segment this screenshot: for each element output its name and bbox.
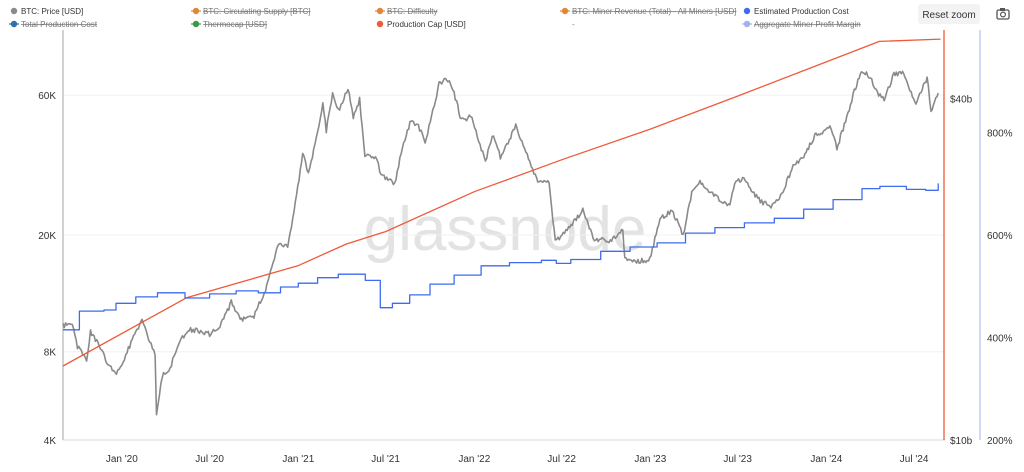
axis-labels: 4K 8K 20K 60K $10b $40b 200% 400% 600% 800% Jan '2… xyxy=(38,91,1012,465)
y-left-tick-label: 4K xyxy=(44,436,57,447)
camera-icon[interactable] xyxy=(996,8,1010,20)
y-left-tick-label: 8K xyxy=(44,348,57,359)
legend-item[interactable]: BTC: Price [USD] xyxy=(10,7,83,16)
legend-dot-marker xyxy=(10,7,18,15)
legend-item[interactable]: Thermocap [USD] xyxy=(191,20,267,29)
legend-label: Production Cap [USD] xyxy=(387,20,466,29)
x-tick-label: Jul '24 xyxy=(900,454,929,465)
legend-label: - xyxy=(572,20,575,29)
legend-item[interactable]: BTC: Difficulty xyxy=(375,7,438,16)
x-tick-label: Jul '23 xyxy=(723,454,752,465)
y-margin-tick-label: 800% xyxy=(987,129,1013,140)
y-margin-tick-label: 600% xyxy=(987,231,1013,242)
y-cap-tick-label: $40b xyxy=(950,94,973,105)
legend-item[interactable]: Estimated Production Cost xyxy=(743,7,850,16)
y-margin-tick-label: 400% xyxy=(987,334,1013,345)
series-line-estimated-production-cost xyxy=(63,183,939,331)
legend-item[interactable]: Aggregate Miner Profit Margin xyxy=(742,20,861,29)
legend-item[interactable]: BTC: Miner Revenue (Total) - All Miners … xyxy=(560,7,737,16)
y-margin-tick-label: 200% xyxy=(987,436,1013,447)
legend-label: Aggregate Miner Profit Margin xyxy=(754,20,861,29)
reset-zoom-button-bg[interactable] xyxy=(918,4,980,24)
legend-item[interactable]: Production Cap [USD] xyxy=(376,20,466,29)
legend-dot-marker xyxy=(743,7,751,15)
legend: BTC: Price [USD] BTC: Circulating Supply … xyxy=(9,7,861,29)
camera-icon-lens[interactable] xyxy=(999,11,1006,18)
legend-label: BTC: Miner Revenue (Total) - All Miners … xyxy=(572,7,737,16)
x-tick-label: Jul '22 xyxy=(547,454,576,465)
legend-dot-marker xyxy=(192,20,200,28)
legend-dot-marker xyxy=(743,20,751,28)
legend-label: Thermocap [USD] xyxy=(203,20,267,29)
legend-item[interactable]: BTC: Circulating Supply [BTC] xyxy=(191,7,311,16)
x-tick-label: Jan '20 xyxy=(106,454,138,465)
legend-dot-marker xyxy=(376,20,384,28)
y-left-tick-label: 60K xyxy=(38,91,56,102)
reset-zoom-button[interactable]: Reset zoom xyxy=(918,4,980,24)
legend-item[interactable]: - xyxy=(572,20,575,29)
series-line-btc-price-usd xyxy=(62,70,939,416)
legend-item[interactable]: Total Production Cost xyxy=(9,20,98,29)
watermark-text: glassnode xyxy=(364,195,647,264)
x-tick-label: Jan '23 xyxy=(634,454,666,465)
legend-label: BTC: Price [USD] xyxy=(21,7,83,16)
legend-label: Estimated Production Cost xyxy=(754,7,849,16)
grid-lines xyxy=(63,94,944,441)
x-tick-label: Jan '22 xyxy=(458,454,490,465)
x-tick-label: Jan '21 xyxy=(282,454,314,465)
series-lines xyxy=(62,38,941,416)
x-tick-label: Jan '24 xyxy=(810,454,842,465)
legend-dot-marker xyxy=(10,20,18,28)
legend-label: BTC: Circulating Supply [BTC] xyxy=(203,7,311,16)
x-tick-label: Jul '21 xyxy=(371,454,400,465)
reset-zoom-label[interactable]: Reset zoom xyxy=(922,10,975,21)
camera-icon-body[interactable] xyxy=(996,9,1010,20)
camera-icon-top[interactable] xyxy=(1000,8,1005,11)
y-left-tick-label: 20K xyxy=(38,231,56,242)
legend-label: BTC: Difficulty xyxy=(387,7,438,16)
legend-dot-marker xyxy=(192,7,200,15)
y-cap-tick-label: $10b xyxy=(950,436,973,447)
x-tick-label: Jul '20 xyxy=(195,454,224,465)
series-line-production-cap-usd xyxy=(62,38,941,367)
legend-label: Total Production Cost xyxy=(21,20,98,29)
legend-dot-marker xyxy=(561,7,569,15)
legend-dot-marker xyxy=(376,7,384,15)
